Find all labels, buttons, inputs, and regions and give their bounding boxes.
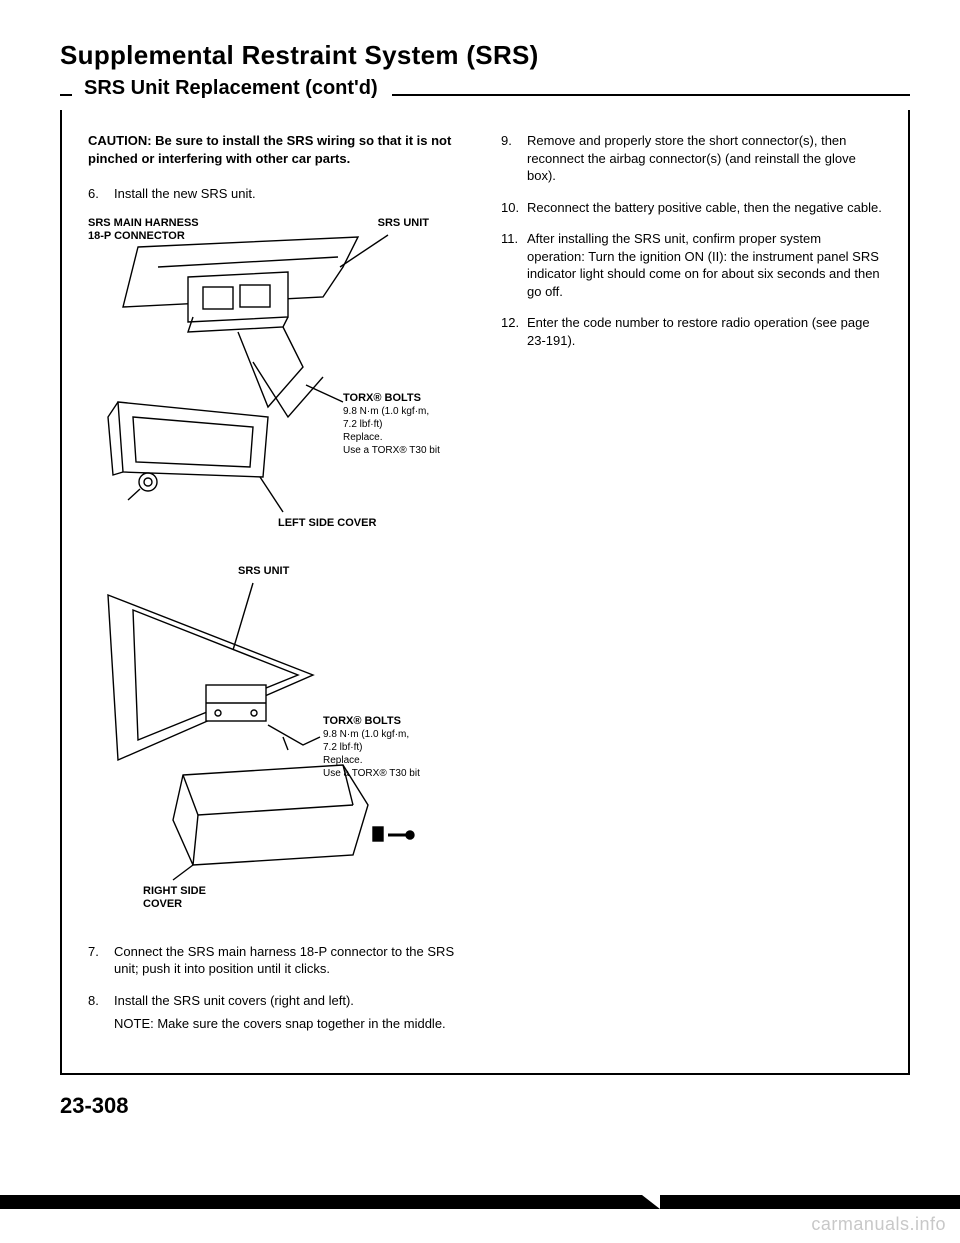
step-8: 8. Install the SRS unit covers (right an… [88,992,469,1033]
callout-title: TORX® BOLTS [323,715,401,727]
callout-left-cover: LEFT SIDE COVER [278,517,376,530]
step-12: 12. Enter the code number to restore rad… [501,314,882,349]
callout-right-cover: RIGHT SIDE COVER [143,885,206,911]
callout-line: SRS MAIN HARNESS [88,217,199,229]
callout-line: Use a TORX® T30 bit [343,445,440,456]
step-8-note: NOTE: Make sure the covers snap together… [114,1015,469,1033]
page-title: Supplemental Restraint System (SRS) [60,40,910,71]
callout-line: 7.2 lbf·ft) [343,419,382,430]
figure-2: SRS UNIT [88,565,469,925]
section-title: SRS Unit Replacement (cont'd) [84,77,378,100]
footer-bar [0,1195,960,1209]
callout-unit: SRS UNIT [378,217,429,230]
step-11: 11. After installing the SRS unit, confi… [501,230,882,300]
step-text: Remove and properly store the short conn… [527,132,882,185]
figure-1: SRS MAIN HARNESS 18-P CONNECTOR SRS UNIT [88,217,469,547]
watermark: carmanuals.info [811,1214,946,1235]
callout-line: 18-P CONNECTOR [88,230,185,242]
step-6: 6. Install the new SRS unit. [88,185,469,203]
step-number: 6. [88,185,114,203]
step-number: 10. [501,199,527,217]
content-box: CAUTION: Be sure to install the SRS wiri… [60,110,910,1075]
step-text: Install the SRS unit covers (right and l… [114,992,469,1033]
right-column: 9. Remove and properly store the short c… [501,132,882,1047]
step-number: 9. [501,132,527,185]
callout-torx-2: TORX® BOLTS 9.8 N·m (1.0 kgf·m, 7.2 lbf·… [323,715,420,781]
callout-line: RIGHT SIDE [143,885,206,897]
caution-text: CAUTION: Be sure to install the SRS wiri… [88,132,469,167]
callout-line: Replace. [323,755,362,766]
step-number: 11. [501,230,527,300]
step-number: 8. [88,992,114,1033]
rule-lead [60,94,72,96]
page-number: 23-308 [60,1093,910,1119]
left-column: CAUTION: Be sure to install the SRS wiri… [88,132,469,1047]
step-text: Enter the code number to restore radio o… [527,314,882,349]
callout-line: Use a TORX® T30 bit [323,768,420,779]
callout-torx-1: TORX® BOLTS 9.8 N·m (1.0 kgf·m, 7.2 lbf·… [343,392,440,458]
step-10: 10. Reconnect the battery positive cable… [501,199,882,217]
step-9: 9. Remove and properly store the short c… [501,132,882,185]
callout-harness: SRS MAIN HARNESS 18-P CONNECTOR [88,217,199,243]
callout-line: Replace. [343,432,382,443]
rule-tail [392,94,910,96]
callout-line: 9.8 N·m (1.0 kgf·m, [343,406,429,417]
step-7: 7. Connect the SRS main harness 18-P con… [88,943,469,978]
callout-line: 7.2 lbf·ft) [323,742,362,753]
diagram-1 [88,217,468,517]
callout-unit-2: SRS UNIT [238,565,289,578]
step-number: 12. [501,314,527,349]
step-number: 7. [88,943,114,978]
step-text: Connect the SRS main harness 18-P connec… [114,943,469,978]
step-text: Install the new SRS unit. [114,185,469,203]
section-header: SRS Unit Replacement (cont'd) [60,77,910,100]
callout-line: COVER [143,898,182,910]
step-8-text: Install the SRS unit covers (right and l… [114,993,354,1008]
callout-line: 9.8 N·m (1.0 kgf·m, [323,729,409,740]
step-text: Reconnect the battery positive cable, th… [527,199,882,217]
step-text: After installing the SRS unit, confirm p… [527,230,882,300]
callout-title: TORX® BOLTS [343,392,421,404]
